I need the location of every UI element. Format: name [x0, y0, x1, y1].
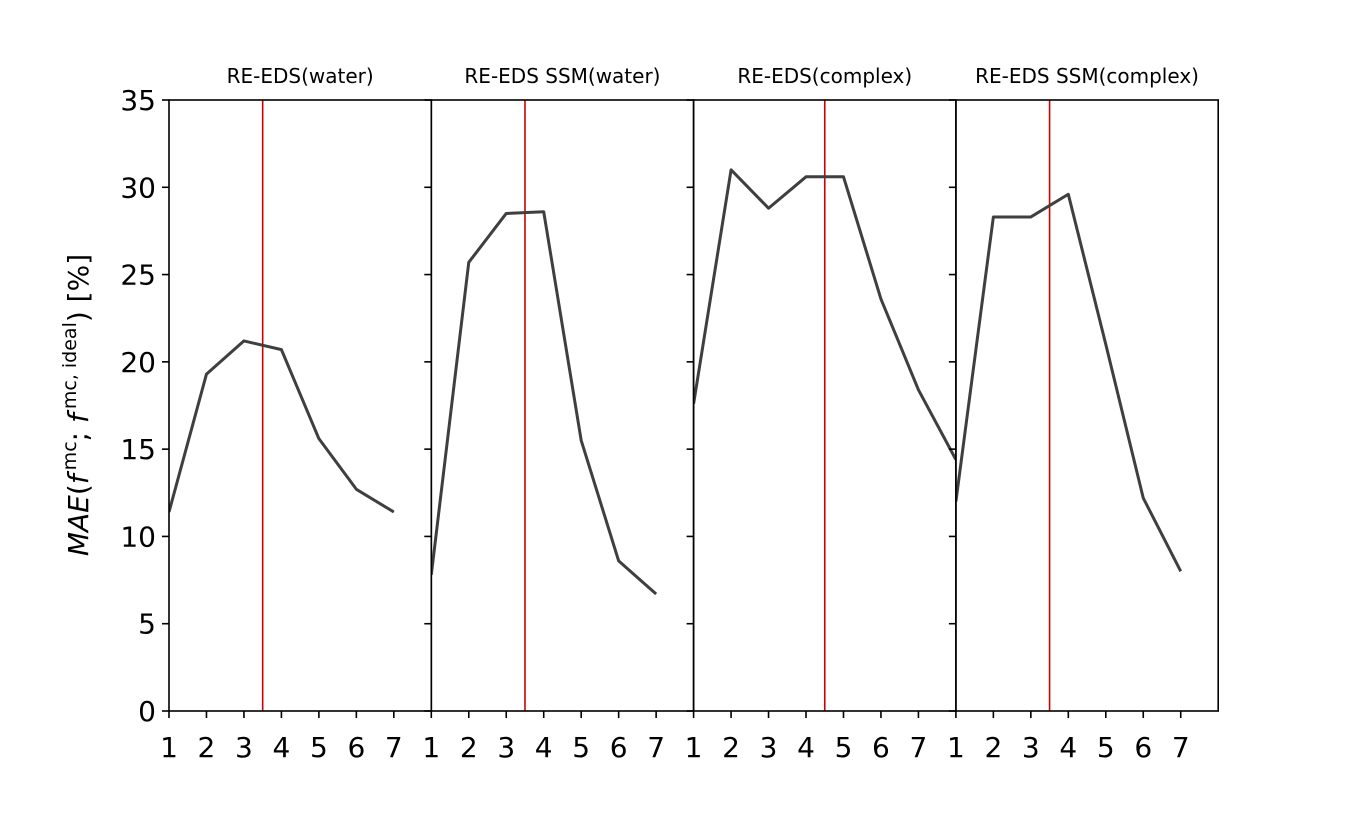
x-tick-label: 5 — [835, 731, 853, 764]
x-tick-label: 4 — [1059, 731, 1077, 764]
series-line — [431, 210, 658, 596]
x-tick-label: 7 — [910, 731, 928, 764]
x-tick-label: 7 — [1172, 731, 1190, 764]
x-tick-label: 6 — [1134, 731, 1152, 764]
y-tick-label: 20 — [120, 346, 156, 379]
x-tick-label: 5 — [1097, 731, 1115, 764]
panel-2: 1 2 3 4 5 6 7 RE-EDS SSM(water) — [422, 64, 695, 764]
y-tick-label: 10 — [120, 520, 156, 553]
x-tick-label: 6 — [872, 731, 890, 764]
panel-frame — [430, 99, 695, 712]
panel-4: 1 2 3 4 5 6 7 RE-EDS SSM(complex) — [947, 64, 1220, 764]
x-tick-label: 6 — [347, 731, 365, 764]
x-tick-label: 1 — [160, 731, 178, 764]
y-tick-label: 30 — [120, 171, 156, 204]
x-tick-label: 3 — [497, 731, 515, 764]
x-tick-label: 7 — [647, 731, 665, 764]
y-axis-label: MAE(fmc; fmc, ideal) [%] — [59, 254, 95, 556]
x-tick-label: 4 — [273, 731, 291, 764]
panel-3: 1 2 3 4 5 6 7 RE-EDS(complex) — [685, 64, 957, 764]
x-tick-label: 4 — [535, 731, 553, 764]
x-tick-label: 5 — [310, 731, 328, 764]
x-tick-label: 4 — [797, 731, 815, 764]
panel-title: RE-EDS SSM(complex) — [975, 64, 1199, 88]
x-tick-label: 1 — [422, 731, 440, 764]
x-tick-label: 2 — [984, 731, 1002, 764]
x-tick-label: 3 — [235, 731, 253, 764]
y-tick-label: 25 — [120, 259, 156, 292]
x-tick-label: 5 — [572, 731, 590, 764]
x-tick-label: 2 — [198, 731, 216, 764]
series-line — [955, 192, 1183, 573]
panel-title: RE-EDS(complex) — [737, 64, 912, 88]
x-tick-label: 2 — [722, 731, 740, 764]
panel-frame — [168, 99, 433, 712]
series-line — [693, 168, 956, 461]
x-tick-label: 6 — [610, 731, 628, 764]
x-tick-label: 1 — [947, 731, 965, 764]
x-tick-label: 3 — [1022, 731, 1040, 764]
y-tick-label: 35 — [120, 84, 156, 117]
panel-title: RE-EDS(water) — [227, 64, 374, 88]
y-tick-label: 15 — [120, 433, 156, 466]
y-tick-label: 5 — [138, 608, 156, 641]
series-line — [169, 339, 395, 514]
panel-title: RE-EDS SSM(water) — [464, 64, 660, 88]
x-tick-label: 7 — [385, 731, 403, 764]
y-tick-label: 0 — [138, 695, 156, 728]
x-tick-label: 1 — [685, 731, 703, 764]
panel-frame — [955, 99, 1220, 712]
x-tick-label: 3 — [760, 731, 778, 764]
x-tick-label: 2 — [460, 731, 478, 764]
